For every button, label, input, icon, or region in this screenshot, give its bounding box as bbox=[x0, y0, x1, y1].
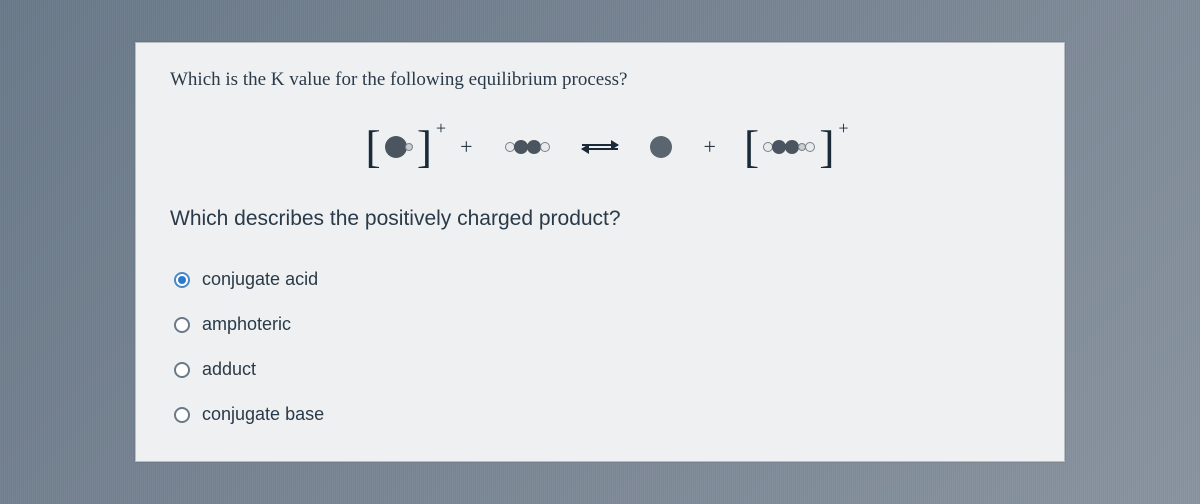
option-label: amphoteric bbox=[202, 314, 291, 335]
right-bracket: ] bbox=[819, 124, 834, 170]
plus-sign-right: + bbox=[704, 134, 716, 160]
question-card: Which is the K value for the following e… bbox=[135, 42, 1065, 462]
option-conjugate-base[interactable]: conjugate base bbox=[170, 392, 1030, 437]
charge-plus: + bbox=[436, 118, 446, 139]
question-positively-charged: Which describes the positively charged p… bbox=[170, 207, 1030, 231]
charge-plus: + bbox=[838, 118, 848, 139]
molecule-2 bbox=[501, 140, 554, 154]
radio-icon bbox=[174, 407, 190, 423]
option-label: conjugate base bbox=[202, 404, 324, 425]
molecule-1 bbox=[381, 136, 417, 158]
option-amphoteric[interactable]: amphoteric bbox=[170, 302, 1030, 347]
option-label: conjugate acid bbox=[202, 269, 318, 290]
radio-icon bbox=[174, 317, 190, 333]
molecule-3 bbox=[646, 136, 676, 158]
answer-options: conjugate acid amphoteric adduct conjuga… bbox=[170, 257, 1030, 437]
option-adduct[interactable]: adduct bbox=[170, 347, 1030, 392]
product-bracket-cation: [ ] + bbox=[744, 124, 835, 170]
right-bracket: ] bbox=[417, 124, 432, 170]
left-bracket: [ bbox=[365, 124, 380, 170]
question-k-value: Which is the K value for the following e… bbox=[170, 69, 1030, 91]
radio-icon bbox=[174, 362, 190, 378]
option-label: adduct bbox=[202, 359, 256, 380]
equilibrium-equation: [ ] + + + [ bbox=[170, 117, 1030, 177]
radio-icon bbox=[174, 272, 190, 288]
molecule-4 bbox=[759, 140, 819, 154]
plus-sign-left: + bbox=[460, 134, 472, 160]
option-conjugate-acid[interactable]: conjugate acid bbox=[170, 257, 1030, 302]
equilibrium-arrows-icon bbox=[582, 144, 618, 150]
reactant-bracket-cation: [ ] + bbox=[365, 124, 432, 170]
left-bracket: [ bbox=[744, 124, 759, 170]
